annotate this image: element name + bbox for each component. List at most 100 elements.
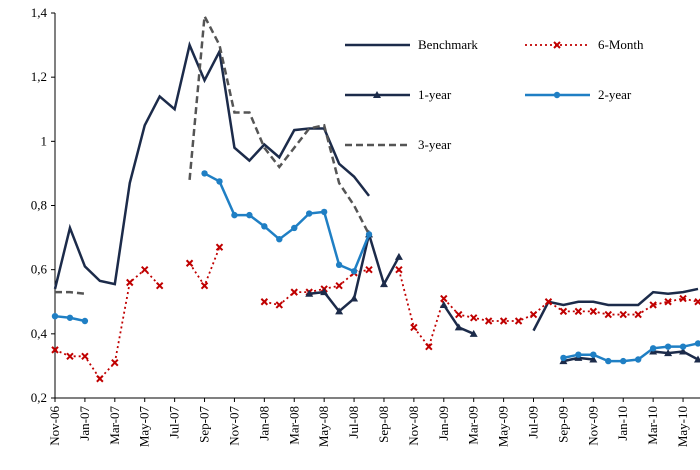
x-tick-label: Jan-07 [77, 406, 92, 441]
x-tick-label: Nov-07 [226, 406, 241, 446]
point [589, 355, 598, 363]
point [66, 314, 74, 321]
point [126, 278, 134, 287]
point [51, 346, 59, 354]
point [455, 310, 463, 319]
point [261, 223, 268, 230]
x-tick-label: Jan-10 [615, 406, 630, 441]
y-tick-label: 0,6 [31, 262, 48, 277]
x-tick-label: May-10 [675, 406, 690, 447]
y-tick-label: 0,4 [31, 326, 48, 341]
point [560, 354, 567, 362]
point [694, 355, 700, 363]
point [499, 317, 508, 325]
x-tick-label: Nov-09 [585, 406, 600, 446]
point [694, 340, 700, 347]
point [306, 210, 313, 217]
point [275, 301, 284, 309]
x-tick-label: Jul-07 [167, 406, 182, 439]
point [553, 41, 561, 49]
point [335, 261, 343, 269]
x-tick-label: Mar-07 [107, 406, 122, 445]
point [373, 91, 381, 98]
point [365, 265, 373, 274]
point [679, 347, 688, 355]
point [425, 342, 433, 351]
point [335, 307, 344, 315]
point [649, 301, 657, 309]
point [200, 282, 209, 290]
x-tick-label: Nov-06 [47, 406, 62, 446]
x-tick-label: Sep-09 [555, 406, 570, 443]
point [634, 356, 642, 363]
point [619, 310, 627, 319]
point [66, 352, 74, 360]
point [291, 224, 298, 232]
point [394, 252, 403, 260]
y-tick-label: 1,4 [31, 5, 48, 20]
x-tick-label: May-07 [137, 406, 152, 448]
series-line [53, 41, 699, 332]
x-tick-label: Nov-08 [406, 406, 421, 446]
point [305, 289, 314, 297]
point [590, 351, 597, 358]
point [276, 235, 283, 243]
point [185, 259, 194, 267]
point [335, 282, 343, 290]
point [51, 312, 59, 320]
legend-label: 2-year [598, 87, 632, 102]
point [664, 343, 672, 350]
point [320, 208, 328, 216]
point [620, 357, 627, 365]
point [81, 352, 89, 360]
point [679, 294, 687, 303]
point [215, 243, 224, 251]
point [260, 298, 269, 306]
point [559, 307, 568, 316]
point [201, 170, 208, 177]
legend-label: 3-year [418, 137, 452, 152]
point [111, 359, 119, 367]
point [141, 265, 149, 274]
point [290, 288, 298, 296]
point [589, 307, 598, 316]
legend-label: 1-year [418, 87, 452, 102]
point [320, 288, 329, 296]
x-tick-label: Jul-08 [346, 406, 361, 439]
point [350, 294, 359, 302]
point [216, 178, 223, 185]
series-line [309, 229, 699, 363]
legend-label: Benchmark [418, 37, 478, 52]
point [379, 280, 388, 288]
series-line [55, 11, 371, 295]
point [484, 317, 493, 325]
point [454, 323, 463, 331]
x-tick-label: Jan-09 [436, 406, 451, 441]
point [553, 91, 561, 99]
point [605, 357, 612, 365]
point [350, 268, 358, 275]
point [664, 298, 672, 306]
series-line [54, 172, 699, 363]
point [155, 282, 164, 290]
x-tick-label: Mar-08 [286, 406, 301, 445]
point [679, 343, 687, 350]
x-tick-label: May-09 [496, 406, 511, 447]
point [604, 310, 612, 319]
x-tick-label: May-08 [316, 406, 331, 447]
point [439, 300, 448, 308]
point [395, 265, 403, 274]
point [96, 375, 104, 383]
point [694, 298, 700, 306]
point [664, 349, 673, 357]
y-tick-label: 1 [41, 133, 48, 148]
y-tick-label: 0,2 [31, 390, 47, 405]
point [469, 329, 478, 337]
point [365, 231, 373, 238]
point [410, 323, 418, 332]
point [544, 298, 553, 306]
point [440, 294, 448, 303]
point [81, 317, 89, 325]
x-tick-label: Mar-10 [645, 406, 660, 445]
